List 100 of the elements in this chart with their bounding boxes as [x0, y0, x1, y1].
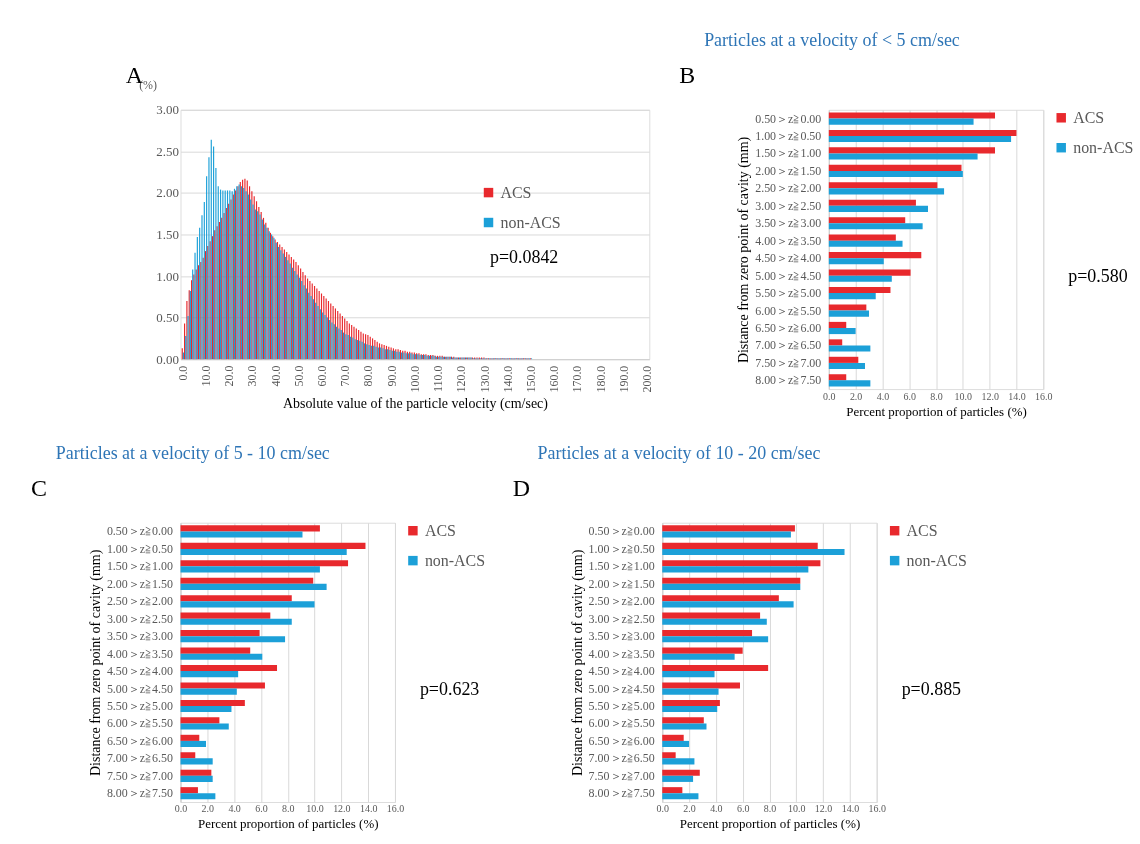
text: B [679, 61, 696, 88]
legend-label: non-ACS [424, 551, 486, 569]
x-tick-label: 150.0 [523, 365, 538, 393]
legend-label: ACS [1073, 108, 1105, 126]
x-tick-label: 110.0 [431, 365, 446, 393]
x-tick-label: 200.0 [639, 365, 654, 393]
y-tick-label: 3.50＞z≧3.00 [755, 216, 822, 231]
y-tick-label: 1.50＞z≧1.00 [588, 559, 655, 574]
y-tick-label: 1.00＞z≧0.50 [106, 541, 174, 556]
x-tick-label: 16.0 [868, 803, 886, 815]
x-tick-label: 8.0 [282, 803, 295, 815]
x-tick-label: 0.0 [656, 803, 669, 815]
x-tick-label: 12.0 [814, 803, 833, 815]
y-tick-label: 8.00＞z≧7.50 [106, 786, 174, 801]
y-tick-label: 7.50＞z≧7.00 [106, 768, 174, 783]
y-tick-label: 2.50 [156, 143, 180, 159]
y-tick-label: 7.00＞z≧6.50 [588, 751, 655, 766]
text: C [30, 474, 47, 501]
y-tick-label: 1.00＞z≧0.50 [588, 541, 655, 556]
y-tick-label: 5.50＞z≧5.00 [588, 698, 655, 713]
y-tick-label: 6.50＞z≧6.00 [755, 320, 822, 335]
y-tick-label: 1.50＞z≧1.00 [106, 559, 174, 574]
x-tick-label: 180.0 [593, 365, 608, 393]
text: p=0.623 [419, 678, 480, 699]
text: D [512, 474, 530, 501]
y-tick-label: 3.00＞z≧2.50 [106, 611, 174, 626]
x-tick-label: 16.0 [386, 803, 405, 815]
x-tick-label: 16.0 [1035, 390, 1053, 402]
y-tick-label: 7.00＞z≧6.50 [755, 338, 822, 353]
y-tick-label: 0.50＞z≧0.00 [755, 111, 822, 126]
y-tick-label: 3.00 [156, 102, 180, 118]
y-tick-label: 2.50＞z≧2.00 [588, 594, 655, 609]
y-tick-label: 4.00＞z≧3.50 [106, 646, 174, 661]
y-tick-label: 1.00＞z≧0.50 [755, 128, 822, 143]
y-tick-label: 3.00＞z≧2.50 [755, 198, 822, 213]
legend-label: non-ACS [1073, 138, 1134, 156]
y-tick-label: 4.50＞z≧4.00 [106, 664, 174, 679]
y-tick-label: 5.00＞z≧4.50 [106, 681, 174, 696]
x-tick-label: 10.0 [788, 803, 806, 815]
x-tick-label: 170.0 [570, 365, 585, 393]
annotation: p=0.0842 [489, 246, 559, 267]
y-tick-label: 4.00＞z≧3.50 [755, 233, 822, 248]
x-tick-label: 2.0 [849, 390, 863, 402]
y-tick-label: 0.50 [156, 310, 180, 326]
x-tick-label: 4.0 [710, 803, 723, 815]
x-tick-label: 50.0 [291, 365, 306, 387]
x-tick-label: 6.0 [255, 803, 268, 815]
legend-label: non-ACS [500, 213, 561, 231]
legend-label: ACS [906, 521, 938, 539]
y-tick-label: 6.00＞z≧5.50 [106, 716, 174, 731]
y-tick-label: 2.50＞z≧2.00 [755, 181, 822, 196]
y-tick-label: 5.00＞z≧4.50 [588, 681, 655, 696]
y-tick-label: 5.50＞z≧5.00 [106, 698, 174, 713]
x-tick-label: 40.0 [268, 365, 283, 387]
x-axis-title: Absolute value of the particle velocity (cm/sec) [282, 395, 549, 412]
x-tick-label: 6.0 [736, 803, 750, 815]
x-tick-label: 0.0 [174, 803, 188, 815]
y-tick-label: 4.00＞z≧3.50 [588, 646, 655, 661]
x-tick-label: 140.0 [500, 365, 515, 393]
y-tick-label: 0.50＞z≧0.00 [588, 524, 655, 539]
x-tick-label: 14.0 [1008, 390, 1026, 402]
y-tick-label: 6.00＞z≧5.50 [755, 303, 822, 318]
x-tick-label: 90.0 [384, 365, 399, 387]
x-tick-label: 6.0 [903, 390, 916, 402]
x-tick-label: 10.0 [954, 390, 973, 402]
y-tick-label: 8.00＞z≧7.50 [588, 786, 655, 801]
y-tick-label: 6.50＞z≧6.00 [106, 733, 174, 748]
y-tick-label: 8.00＞z≧7.50 [755, 373, 822, 388]
x-tick-label: 12.0 [333, 803, 351, 815]
x-tick-label: 100.0 [407, 365, 422, 393]
y-tick-label: 5.00＞z≧4.50 [755, 268, 822, 283]
x-tick-label: 120.0 [454, 365, 469, 393]
x-tick-label: 80.0 [361, 365, 376, 387]
chart-title: Particles at a velocity of 5 - 10 cm/sec [55, 442, 330, 463]
y-tick-label: 7.50＞z≧7.00 [588, 768, 655, 783]
chart-title: Particles at a velocity of 10 - 20 cm/sec [537, 442, 821, 463]
x-tick-label: 30.0 [245, 365, 260, 387]
x-tick-label: 60.0 [315, 365, 330, 387]
y-tick-label: 3.50＞z≧3.00 [588, 629, 655, 644]
y-tick-label: 0.50＞z≧0.00 [106, 524, 174, 539]
y-tick-label: 2.50＞z≧2.00 [106, 594, 174, 609]
y-tick-label: 3.00＞z≧2.50 [588, 611, 655, 626]
y-tick-label: 2.00 [156, 185, 180, 201]
x-tick-label: 20.0 [222, 365, 237, 387]
x-tick-label: 130.0 [477, 365, 492, 393]
y-tick-label: 6.00＞z≧5.50 [588, 716, 655, 731]
x-tick-label: 70.0 [338, 365, 353, 387]
legend-label: non-ACS [906, 551, 967, 569]
legend-label: ACS [424, 521, 456, 539]
y-tick-label: 3.50＞z≧3.00 [106, 629, 174, 644]
x-tick-label: 190.0 [616, 365, 631, 393]
y-tick-label: 1.50 [156, 226, 180, 242]
y-tick-label: 1.50＞z≧1.00 [755, 146, 822, 161]
x-tick-label: 10.0 [199, 365, 214, 387]
y-tick-label: 7.50＞z≧7.00 [755, 355, 822, 370]
x-tick-label: 0.0 [823, 390, 836, 402]
y-tick-label: 2.00＞z≧1.50 [106, 576, 174, 591]
text: p=0.580 [1068, 265, 1128, 286]
x-axis-title: Percent proportion of particles (%) [679, 816, 861, 832]
y-tick-label: 1.00 [156, 268, 180, 284]
